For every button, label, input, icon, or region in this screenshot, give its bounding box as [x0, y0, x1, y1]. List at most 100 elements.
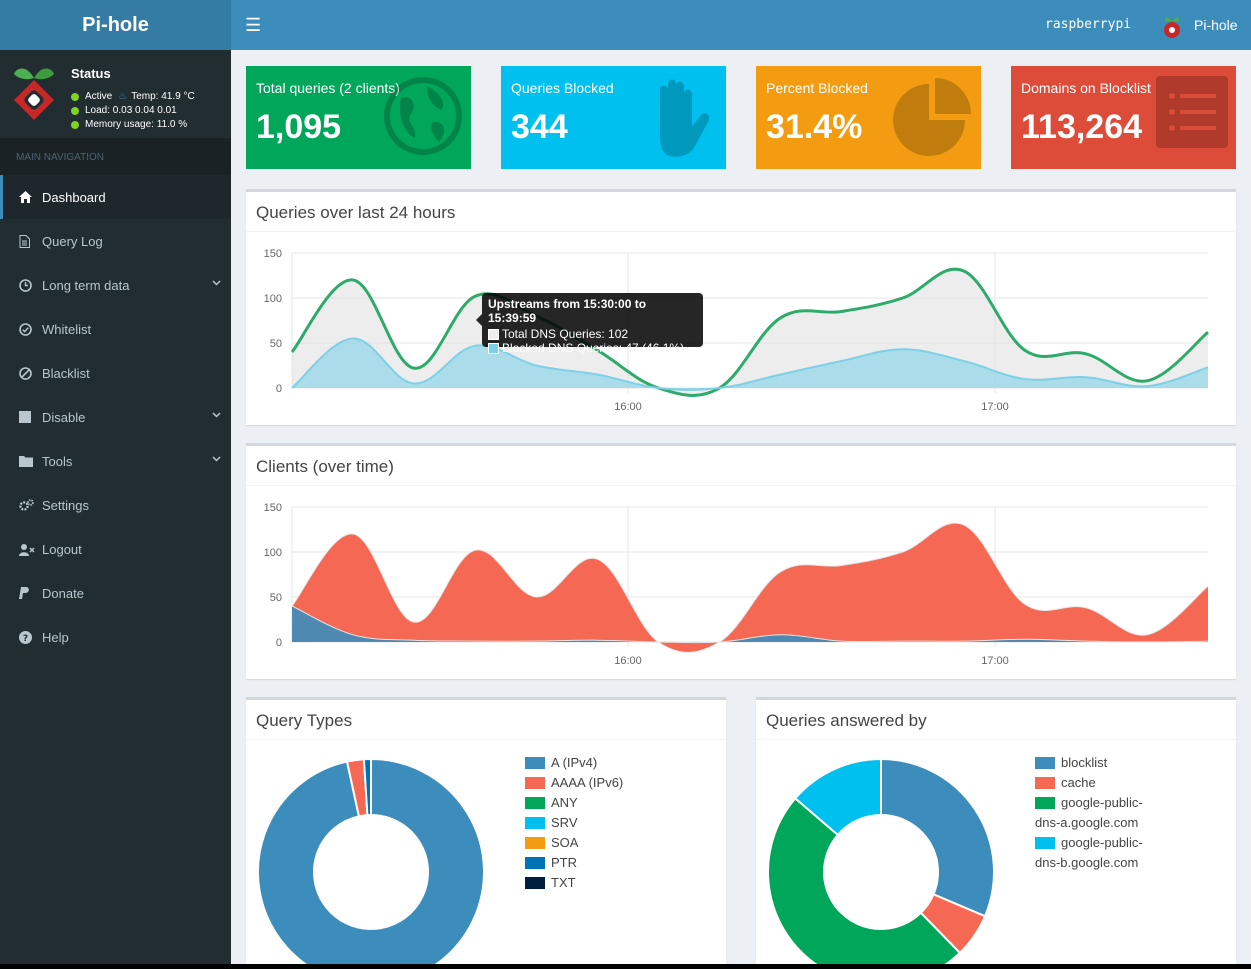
tooltip-blocked-row: Blocked DNS Queries: 47 (46.1%)	[488, 341, 697, 355]
donut-slice-google-public-dns-a-google-com[interactable]	[766, 796, 962, 969]
series-line-0	[290, 267, 1209, 397]
legend-swatch	[525, 757, 545, 769]
tooltip-arrow	[476, 314, 482, 326]
legend-label: PTR	[551, 855, 577, 870]
legend-item[interactable]: ANY	[525, 795, 623, 815]
sidebar-item-label: Disable	[42, 409, 86, 425]
stat-box-total-queries-2-clients: Total queries (2 clients) 1,095	[246, 66, 471, 169]
file-icon	[19, 234, 42, 248]
sidebar-item-label: Help	[42, 629, 69, 645]
legend-label-line: blocklist	[1061, 755, 1108, 770]
donut-slice-blocklist[interactable]	[880, 757, 995, 918]
sidebar-item-long-term-data[interactable]: Long term data	[0, 263, 231, 307]
legend-swatch	[525, 797, 545, 809]
load-dot-icon	[71, 107, 79, 115]
legend-item[interactable]: google-public-dns-a.google.com	[1035, 795, 1143, 835]
sidebar-item-settings[interactable]: Settings	[0, 483, 231, 527]
series-line-1	[291, 605, 1209, 644]
pihole-logo-icon	[8, 58, 60, 131]
memory-dot-icon	[71, 121, 79, 129]
queries-chart[interactable]: 0 50 100 150 16:00 17:00	[246, 236, 1236, 426]
sidebar: Status Active ♨ Temp: 41.9 °C Load: 0.03…	[0, 50, 231, 969]
donut-slice-ptr[interactable]	[362, 757, 372, 817]
legend-label: AAAA (IPv6)	[551, 775, 624, 790]
app-logo[interactable]: Pi-hole	[0, 0, 231, 50]
tooltip-total-row: Total DNS Queries: 102	[488, 327, 697, 341]
y-tick-label: 100	[264, 547, 282, 559]
chevron-down-icon	[212, 278, 221, 289]
legend-label: blocklist	[1061, 753, 1107, 773]
active-dot-icon	[71, 93, 79, 101]
legend-item[interactable]: PTR	[525, 855, 623, 875]
legend-item[interactable]: cache	[1035, 775, 1143, 795]
sidebar-item-tools[interactable]: Tools	[0, 439, 231, 483]
globe-icon	[383, 76, 463, 161]
status-memory: Memory usage: 11.0 %	[71, 118, 195, 132]
ban-icon	[19, 366, 42, 380]
nav-header: MAIN NAVIGATION	[0, 138, 231, 175]
queries-panel: Queries over last 24 hours 0 50 100 150 16:0…	[246, 189, 1236, 425]
legend-item[interactable]: SRV	[525, 815, 623, 835]
donut-slice-a-ipv4[interactable]	[257, 757, 485, 969]
legend-label: SOA	[551, 835, 579, 850]
sidebar-item-disable[interactable]: Disable	[0, 395, 231, 439]
sidebar-item-logout[interactable]: Logout	[0, 527, 231, 571]
legend-label: google-public-dns-a.google.com	[1035, 793, 1143, 833]
sidebar-item-label: Dashboard	[42, 189, 106, 205]
folder-icon	[19, 455, 42, 467]
menu-toggle-icon[interactable]: ☰	[245, 15, 262, 35]
legend-swatch	[525, 857, 545, 869]
sidebar-item-donate[interactable]: Donate	[0, 571, 231, 615]
sidebar-item-blacklist[interactable]: Blacklist	[0, 351, 231, 395]
answered-by-panel: Queries answered by blocklist cache google…	[756, 697, 1236, 969]
paypal-icon	[19, 586, 42, 600]
legend-item[interactable]: blocklist	[1035, 755, 1143, 775]
sidebar-item-whitelist[interactable]: Whitelist	[0, 307, 231, 351]
query-types-legend: A (IPv4) AAAA (IPv6) ANY SRV SOA PTR TXT	[525, 755, 623, 895]
status-panel: Status Active ♨ Temp: 41.9 °C Load: 0.03…	[0, 50, 231, 138]
stat-box-percent-blocked: Percent Blocked 31.4%	[756, 66, 981, 169]
list-icon	[1156, 76, 1228, 153]
stat-value: 31.4%	[766, 108, 863, 146]
status-load: Load: 0.03 0.04 0.01	[71, 104, 195, 118]
y-tick-label: 0	[276, 637, 282, 649]
legend-swatch	[525, 777, 545, 789]
legend-item[interactable]: google-public-dns-b.google.com	[1035, 835, 1143, 875]
user-menu[interactable]: Pi-hole	[1194, 17, 1238, 33]
y-tick-label: 0	[276, 383, 282, 395]
bottom-strip	[0, 964, 1251, 969]
legend-label-line: cache	[1061, 775, 1096, 790]
answered-by-donut[interactable]	[756, 744, 996, 969]
legend-item[interactable]: TXT	[525, 875, 623, 895]
donut-slice-google-public-dns-b-google-com[interactable]	[793, 757, 882, 837]
status-title: Status	[71, 66, 111, 81]
legend-item[interactable]: SOA	[525, 835, 623, 855]
legend-swatch	[1035, 837, 1055, 849]
series-area-0	[292, 523, 1208, 653]
y-tick-label: 150	[264, 248, 282, 260]
query-types-donut[interactable]	[246, 744, 486, 969]
hand-icon	[638, 76, 718, 165]
sidebar-item-dashboard[interactable]: Dashboard	[0, 175, 231, 219]
x-tick-label: 16:00	[614, 655, 642, 667]
sidebar-item-label: Whitelist	[42, 321, 92, 337]
answered-by-legend: blocklist cache google-public-dns-a.google…	[1035, 755, 1143, 875]
sidebar-item-label: Blacklist	[42, 365, 90, 381]
queries-panel-title: Queries over last 24 hours	[246, 192, 1236, 232]
legend-item[interactable]: AAAA (IPv6)	[525, 775, 623, 795]
legend-label-line: dns-b.google.com	[1035, 855, 1139, 870]
legend-swatch	[1035, 777, 1055, 789]
sidebar-item-help[interactable]: ? Help	[0, 615, 231, 659]
sidebar-item-label: Logout	[42, 541, 82, 557]
sidebar-item-query-log[interactable]: Query Log	[0, 219, 231, 263]
legend-label: TXT	[551, 875, 576, 890]
hostname: raspberrypi	[1045, 17, 1132, 32]
y-tick-label: 50	[270, 338, 282, 350]
user-raspberry-icon[interactable]	[1161, 13, 1183, 44]
y-tick-label: 100	[264, 293, 282, 305]
top-navbar: ☰ raspberrypi Pi-hole	[231, 0, 1251, 50]
legend-item[interactable]: A (IPv4)	[525, 755, 623, 775]
x-tick-label: 17:00	[981, 401, 1009, 413]
clients-chart[interactable]: 0 50 100 150 16:00 17:00	[246, 490, 1236, 680]
stat-value: 344	[511, 108, 568, 146]
